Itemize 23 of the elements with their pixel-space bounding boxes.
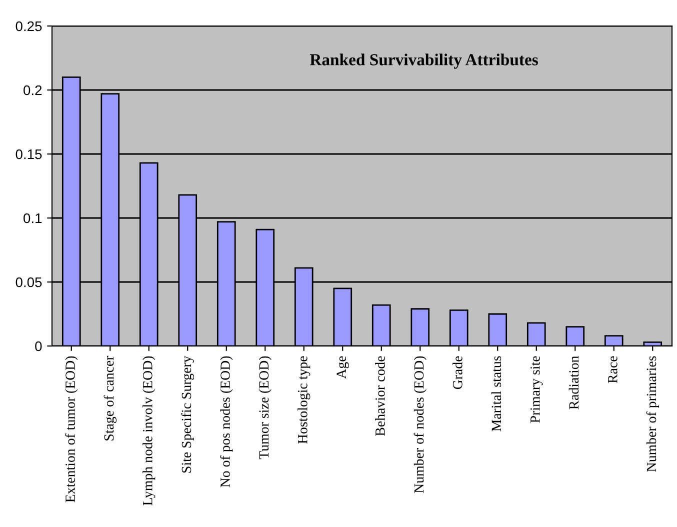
x-tick-label: Tumor size (EOD): [258, 356, 272, 460]
y-tick-label: 0.25: [16, 21, 42, 32]
x-tick-label: Behavior code: [375, 356, 385, 436]
x-tick-label: Race: [608, 356, 618, 384]
x-tick-label: Number of nodes (EOD): [414, 356, 426, 494]
x-tick-label: Stage of cancer: [104, 356, 117, 440]
x-tick-label: Grade: [452, 356, 462, 390]
x-tick-label: Hostologic type: [298, 356, 310, 444]
x-tick-label: Lymph node involv (EOD): [142, 356, 156, 506]
x-tick-label: Marital status: [491, 356, 502, 432]
x-tick-label: Primary site: [530, 356, 543, 423]
x-tick-label: Extention of tumor (EOD): [65, 356, 78, 502]
text: Ranked Survivability Attributes: [310, 54, 538, 69]
y-tick-label: 0.05: [16, 277, 42, 288]
x-tick-label: Site Specific Surgery: [181, 356, 194, 473]
y-tick-label: 0: [35, 341, 42, 352]
x-tick-label: Age: [336, 356, 349, 379]
x-tick-label: No of pos nodes (EOD): [220, 356, 233, 488]
x-tick-label: Number of primaries: [646, 356, 659, 472]
y-tick-label: 0.15: [16, 149, 42, 160]
y-tick-label: 0.1: [24, 213, 42, 224]
y-tick-label: 0.2: [24, 85, 42, 96]
x-tick-label: Radiation: [568, 356, 579, 410]
